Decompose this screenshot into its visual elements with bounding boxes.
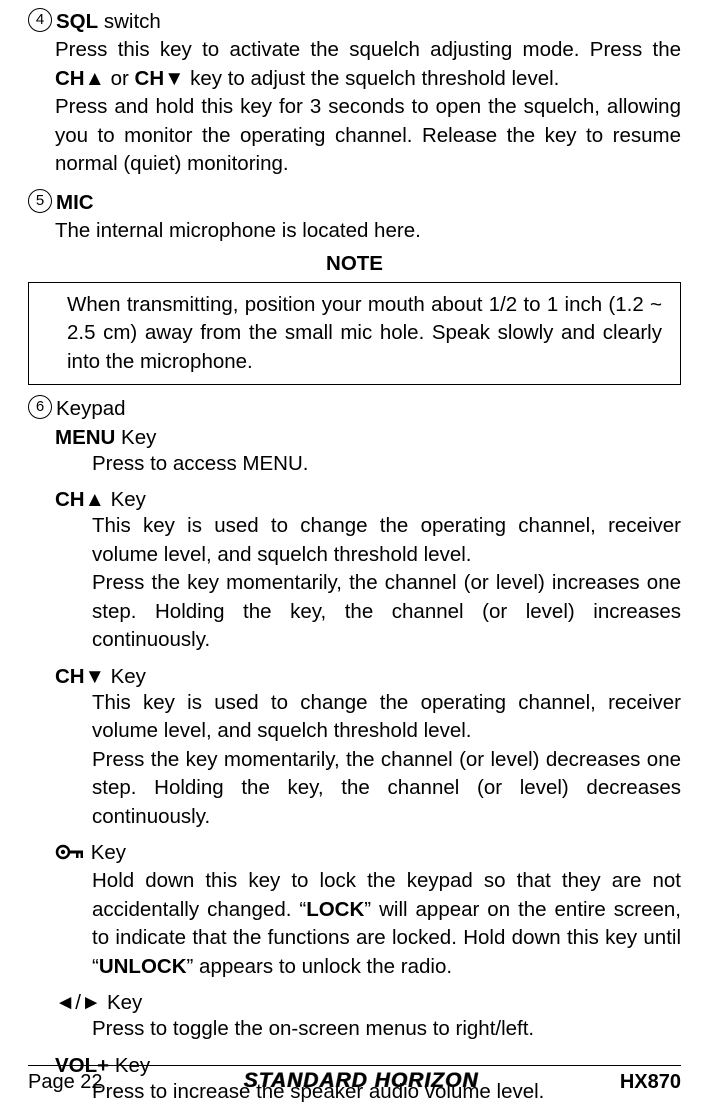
chdn-d1: This key is used to change the operating…	[28, 689, 681, 746]
sql-p1c: or	[105, 67, 135, 90]
chdn-head-bold: CH▼	[55, 665, 105, 688]
footer-page: Page 22	[28, 1071, 103, 1094]
sql-p1a: Press this key to activate the squelch a…	[55, 38, 681, 61]
note-box: When transmitting, position your mouth a…	[28, 282, 681, 385]
key-lock-icon	[55, 843, 85, 867]
footer-model: HX870	[620, 1071, 681, 1094]
lock-d1b: LOCK	[306, 898, 364, 921]
chup-head-bold: CH▲	[55, 488, 105, 511]
menu-key-head-bold: MENU	[55, 426, 115, 449]
lock-d1e: ” appears to unlock the radio.	[187, 955, 453, 978]
sql-p1d: CH▼	[135, 67, 185, 90]
note-heading: NOTE	[28, 252, 681, 276]
footer-brand: STANDARD HORIZON	[244, 1069, 479, 1093]
chup-d1: This key is used to change the operating…	[28, 512, 681, 569]
circled-number-4: 4	[28, 8, 52, 32]
lock-d1d: UNLOCK	[99, 955, 187, 978]
mic-title: MIC	[56, 191, 94, 214]
chdn-head-rest: Key	[105, 665, 146, 688]
sql-title-bold: SQL	[56, 10, 98, 33]
sql-para1: Press this key to activate the squelch a…	[28, 36, 681, 93]
lr-head: ◄/► Key	[28, 991, 681, 1015]
chdn-d2: Press the key momentarily, the channel (…	[28, 746, 681, 831]
sql-p1b: CH▲	[55, 67, 105, 90]
sql-p1e: key to adjust the squelch threshold leve…	[184, 67, 559, 90]
lr-desc: Press to toggle the on-screen menus to r…	[28, 1015, 681, 1043]
sql-para2: Press and hold this key for 3 seconds to…	[28, 93, 681, 178]
circled-number-6: 6	[28, 395, 52, 419]
menu-key-desc: Press to access MENU.	[28, 450, 681, 478]
sql-title-rest: switch	[98, 10, 161, 33]
keypad-title: Keypad	[56, 397, 126, 420]
circled-number-5: 5	[28, 189, 52, 213]
lock-desc: Hold down this key to lock the keypad so…	[28, 867, 681, 981]
mic-para: The internal microphone is located here.	[28, 217, 681, 245]
menu-key-head-rest: Key	[115, 426, 156, 449]
page-footer: Page 22 STANDARD HORIZON HX870	[28, 1065, 681, 1094]
chup-d2: Press the key momentarily, the channel (…	[28, 569, 681, 654]
chup-head-rest: Key	[105, 488, 146, 511]
lock-head-rest: Key	[85, 841, 126, 864]
